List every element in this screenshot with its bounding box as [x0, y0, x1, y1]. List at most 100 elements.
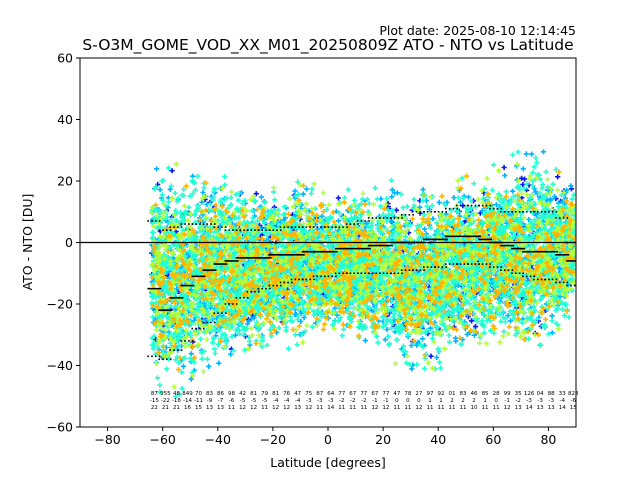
x-axis-ticks: −80 −60 −40 −20 0 20 40 60 80 — [94, 427, 556, 447]
bin-annotation: 67 — [349, 391, 356, 397]
bin-annotation: 83 — [460, 391, 467, 397]
y-tick-label: 40 — [57, 112, 73, 127]
bin-annotation: 92 — [437, 391, 444, 397]
bin-annotation: -14 — [183, 398, 192, 404]
bin-annotation: -5 — [262, 398, 268, 404]
bin-annotation: 98 — [228, 391, 235, 397]
bin-annotation: -9 — [207, 398, 213, 404]
bin-annotation: -2 — [361, 398, 366, 404]
bin-annotation: 47 — [294, 391, 301, 397]
bin-annotation: 13 — [217, 405, 224, 411]
bin-annotation: 12 — [272, 405, 279, 411]
chart-title: S-O3M_GOME_VOD_XX_M01_20250809Z ATO - NT… — [82, 36, 573, 55]
bin-annotation: 12 — [250, 405, 257, 411]
bin-annotation: 0 — [494, 398, 498, 404]
mean-series — [147, 235, 576, 311]
dotted-envelopes — [147, 204, 576, 361]
bin-annotation: 13 — [294, 405, 301, 411]
bin-annotation: 78 — [404, 391, 411, 397]
bin-annotation: -5 — [251, 398, 257, 404]
bin-annotation: -22 — [161, 398, 170, 404]
bin-annotation: 88 — [548, 391, 555, 397]
bin-annotation: 15 — [195, 405, 202, 411]
plot-date: Plot date: 2025-08-10 12:14:45 — [379, 23, 576, 38]
bin-annotation: 12 — [239, 405, 246, 411]
bin-annotation: 70 — [195, 391, 202, 397]
bin-annotation: 99 — [504, 391, 511, 397]
bin-annotation: -3 — [328, 398, 334, 404]
bin-annotation: -3 — [548, 398, 554, 404]
bin-annotation: 828 — [568, 391, 579, 397]
x-tick-label: −20 — [260, 432, 286, 447]
bin-annotation: 14 — [327, 405, 334, 411]
bin-annotation: 11 — [338, 405, 345, 411]
bin-annotation: 87 — [316, 391, 323, 397]
bin-annotation: -4 — [273, 398, 279, 404]
y-tick-label: −20 — [47, 297, 73, 312]
bin-annotation: -11 — [194, 398, 203, 404]
bin-annotation: -6 — [571, 398, 577, 404]
bin-annotation: 13 — [537, 405, 544, 411]
bin-annotation: 75 — [305, 391, 312, 397]
bin-annotation: 97 — [426, 391, 433, 397]
bin-annotation: 83 — [206, 391, 213, 397]
bin-annotation: 12 — [382, 405, 389, 411]
bin-annotation: 15 — [570, 405, 577, 411]
bin-annotation: -1 — [504, 398, 509, 404]
x-tick-label: 0 — [324, 432, 332, 447]
bin-annotation: 77 — [360, 391, 367, 397]
bin-annotation: 48 — [173, 391, 180, 397]
bin-annotation: 955 — [160, 391, 171, 397]
bin-annotation: 86 — [217, 391, 224, 397]
bin-annotation: 46 — [471, 391, 478, 397]
y-tick-label: −60 — [47, 420, 73, 435]
bin-annotation: 01 — [449, 391, 456, 397]
bin-annotation: 87 — [151, 391, 158, 397]
y-tick-label: 0 — [65, 235, 73, 250]
bin-annotation: 2 — [472, 398, 476, 404]
bin-annotation: -4 — [284, 398, 290, 404]
bin-annotation: 12 — [283, 405, 290, 411]
bin-annotation: 81 — [272, 391, 279, 397]
bin-annotation: 14 — [559, 405, 566, 411]
bin-annotation: 2 — [450, 398, 454, 404]
x-tick-label: 20 — [375, 432, 391, 447]
bin-annotation: 27 — [415, 391, 422, 397]
bin-annotation: 10 — [471, 405, 478, 411]
bin-annotation: 76 — [283, 391, 290, 397]
bin-annotation: -4 — [295, 398, 301, 404]
bin-annotation: 1 — [483, 398, 487, 404]
bin-annotation: 21 — [162, 405, 169, 411]
bin-annotation: 12 — [415, 405, 422, 411]
x-tick-label: −60 — [149, 432, 175, 447]
bin-annotation: 16 — [184, 405, 191, 411]
bin-annotation: 0 — [406, 398, 410, 404]
bin-annotation: -2 — [350, 398, 355, 404]
bin-annotation: 12 — [371, 405, 378, 411]
bin-annotation: 11 — [449, 405, 456, 411]
bin-annotation: -6 — [229, 398, 235, 404]
bin-annotation: 12 — [504, 405, 511, 411]
bin-annotation: 11 — [482, 405, 489, 411]
bin-annotation: 14 — [526, 405, 533, 411]
x-axis-label: Latitude [degrees] — [270, 455, 386, 470]
bin-annotation: 33 — [559, 391, 566, 397]
scatter-points — [149, 149, 576, 399]
bin-annotation: 11 — [228, 405, 235, 411]
x-tick-label: 60 — [485, 432, 501, 447]
bin-annotation: 11 — [360, 405, 367, 411]
bin-annotation: 64 — [327, 391, 334, 397]
bin-annotation: 1 — [428, 398, 432, 404]
bin-annotation: -3 — [317, 398, 323, 404]
bin-annotation: 11 — [261, 405, 268, 411]
y-axis-label: ATO - NTO [DU] — [20, 194, 35, 291]
bin-annotation: 11 — [437, 405, 444, 411]
bin-annotation: -2 — [515, 398, 520, 404]
bin-annotation: 35 — [515, 391, 522, 397]
bin-annotation: -5 — [240, 398, 246, 404]
x-tick-label: −80 — [94, 432, 120, 447]
y-tick-label: −40 — [47, 358, 73, 373]
bin-annotation: 81 — [250, 391, 257, 397]
bin-annotation: -1 — [383, 398, 388, 404]
